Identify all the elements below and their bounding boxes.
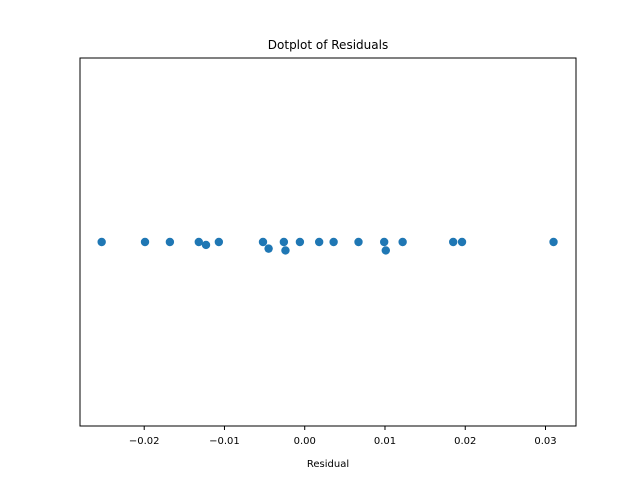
- residual-point-1: [97, 237, 106, 247]
- x-axis-ticks: −0.02 −0.01 0.00 0.01 0.02 0.03: [129, 426, 557, 447]
- residual-point-11: [295, 237, 305, 247]
- residual-point-15: [379, 237, 389, 247]
- residual-point-5: [201, 240, 211, 250]
- x-tick-label: 0.00: [294, 436, 316, 447]
- residual-point-2: [140, 237, 150, 247]
- residual-point-20: [549, 237, 558, 247]
- residual-point-4: [194, 237, 203, 247]
- residual-point-19: [457, 237, 467, 247]
- residual-point-9: [279, 237, 289, 247]
- residual-point-13: [329, 237, 338, 247]
- residual-point-17: [398, 237, 407, 247]
- residual-point-12: [314, 237, 324, 247]
- x-tick-label: −0.01: [209, 436, 240, 447]
- residual-point-7: [258, 237, 268, 247]
- x-tick-label: 0.03: [534, 436, 556, 447]
- residual-point-10: [281, 246, 290, 255]
- x-tick-label: 0.02: [454, 436, 476, 447]
- axes-frame: [79, 57, 577, 427]
- x-tick-label: 0.01: [374, 436, 396, 447]
- x-axis-title: Residual: [307, 459, 349, 470]
- residual-point-16: [381, 246, 390, 255]
- residual-point-8: [264, 244, 273, 253]
- chart-title: Dotplot of Residuals: [268, 38, 388, 52]
- residual-point-14: [354, 237, 363, 247]
- residual-point-18: [449, 237, 458, 247]
- x-tick-label: −0.02: [129, 436, 160, 447]
- residual-point-6: [214, 237, 224, 247]
- points-layer: [97, 237, 558, 255]
- residual-point-3: [165, 237, 175, 247]
